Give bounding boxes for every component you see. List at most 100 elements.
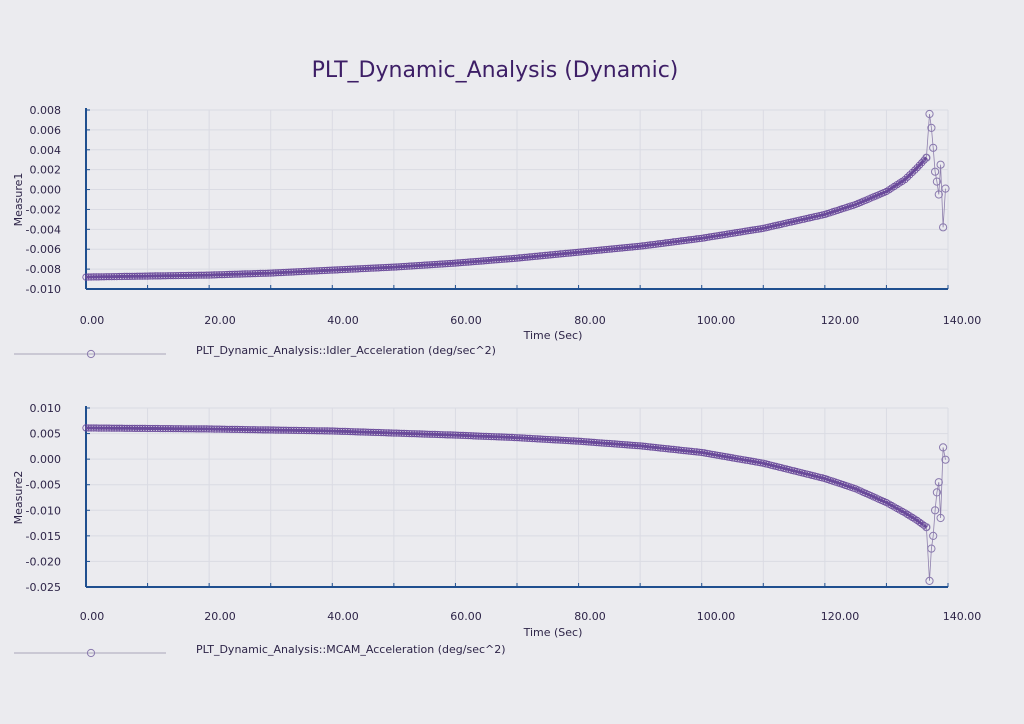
series-point [762,460,770,468]
y-tick-label: -0.002 [26,203,61,216]
series-point [736,228,744,236]
series-point [492,433,501,441]
series-point [100,424,108,432]
series-point [367,264,375,272]
series-point [320,266,329,275]
y-tick-label: -0.025 [26,581,61,594]
series-point [413,430,421,438]
series-point [523,434,531,442]
series-point [934,190,943,199]
series-point [582,438,590,446]
series-point [754,458,762,466]
series-point [128,424,136,432]
series-point [441,431,449,439]
series-point [349,428,357,436]
series-point [523,253,531,261]
y-tick-label: -0.010 [26,283,61,296]
series-point [338,427,347,435]
series-point [787,466,796,474]
series-point [633,242,642,251]
series-point [592,246,601,255]
series-point [705,233,714,241]
series-point [751,226,760,234]
series-point [308,427,316,435]
series-point [608,440,616,448]
series-point [161,424,170,433]
series-point [310,427,318,435]
series-point [274,269,282,277]
series-point [669,238,678,246]
series-point [146,424,154,433]
series-point [757,225,765,233]
series-point [626,441,634,449]
series-point [251,269,259,278]
series-point [644,443,652,451]
series-point [102,273,111,281]
series-point [164,272,172,280]
series-point [497,433,506,441]
series-point [161,272,170,280]
series-point [361,264,370,273]
series-point [767,223,775,231]
series-point [238,270,247,278]
series-point [300,267,308,276]
legend-label: PLT_Dynamic_Analysis::MCAM_Acceleration … [196,643,506,656]
series-point [213,425,221,433]
series-point [90,424,98,432]
series-point [503,433,511,441]
series-point [462,258,470,266]
series-point [477,257,485,265]
series-point [790,467,798,475]
series-point [126,424,134,432]
series-point [649,443,657,451]
series-point [800,469,808,478]
series-point [592,438,601,447]
series-point [929,143,938,152]
series-point [922,523,931,532]
y-tick-label: -0.006 [26,243,61,256]
series-point [598,246,606,254]
series-point [911,166,919,174]
series-point [295,268,303,276]
series-point [790,217,798,225]
series-point [787,218,796,226]
series-point [621,244,629,252]
series-point [426,430,434,438]
series-point [256,269,265,277]
series-point [82,424,90,432]
series-point [636,242,644,250]
series-point [231,425,239,433]
series-point [226,270,234,278]
series-point [464,258,472,266]
series-point [713,232,721,240]
series-point [256,426,265,434]
series-point [554,250,562,258]
series-point [649,241,657,249]
legend-marker [86,349,96,359]
series-point [456,431,465,439]
x-tick-label: 0.00 [80,314,105,327]
series-point [716,451,724,460]
series-point [674,446,683,454]
series-point [203,271,211,279]
series-point [287,426,295,434]
series-point [341,427,349,435]
series-point [713,451,721,459]
series-point [482,257,490,265]
series-point [467,258,475,266]
series-point [431,430,439,438]
series-point [179,271,188,280]
series-point [382,263,390,272]
series-point [472,257,480,266]
series-point [379,263,388,272]
series-point [546,435,555,444]
series-point [313,427,321,435]
series-point [200,425,208,433]
series-point [374,264,383,272]
series-point [390,429,398,437]
series-point [569,437,578,445]
series-point [608,245,616,253]
series-point [754,225,762,233]
series-point [927,123,936,133]
series-point [654,444,662,452]
